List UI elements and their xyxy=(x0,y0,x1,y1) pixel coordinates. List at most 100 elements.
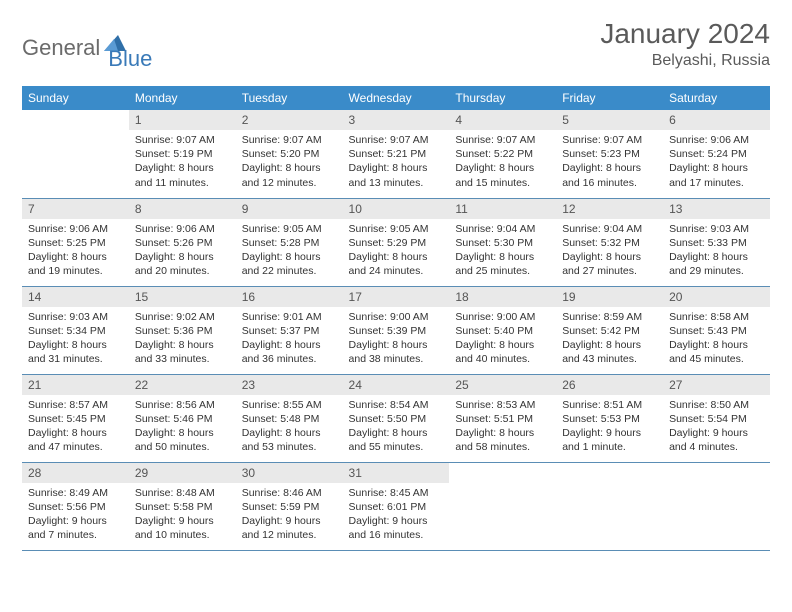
calendar-cell: 2Sunrise: 9:07 AMSunset: 5:20 PMDaylight… xyxy=(236,110,343,198)
day-number: 10 xyxy=(343,199,450,219)
day-info: Sunrise: 9:05 AMSunset: 5:29 PMDaylight:… xyxy=(343,219,450,285)
day-info: Sunrise: 8:51 AMSunset: 5:53 PMDaylight:… xyxy=(556,395,663,461)
day-info: Sunrise: 9:07 AMSunset: 5:21 PMDaylight:… xyxy=(343,130,450,196)
day-number: 5 xyxy=(556,110,663,130)
day-info: Sunrise: 8:55 AMSunset: 5:48 PMDaylight:… xyxy=(236,395,343,461)
day-info: Sunrise: 9:06 AMSunset: 5:24 PMDaylight:… xyxy=(663,130,770,196)
weekday-header: Wednesday xyxy=(343,86,450,110)
day-info: Sunrise: 8:53 AMSunset: 5:51 PMDaylight:… xyxy=(449,395,556,461)
calendar-cell: 13Sunrise: 9:03 AMSunset: 5:33 PMDayligh… xyxy=(663,198,770,286)
day-number: 31 xyxy=(343,463,450,483)
day-info: Sunrise: 9:07 AMSunset: 5:23 PMDaylight:… xyxy=(556,130,663,196)
location: Belyashi, Russia xyxy=(600,52,770,70)
day-info: Sunrise: 9:03 AMSunset: 5:34 PMDaylight:… xyxy=(22,307,129,373)
weekday-header: Saturday xyxy=(663,86,770,110)
day-number: 13 xyxy=(663,199,770,219)
day-number: 29 xyxy=(129,463,236,483)
calendar-cell: 27Sunrise: 8:50 AMSunset: 5:54 PMDayligh… xyxy=(663,374,770,462)
weekday-header: Friday xyxy=(556,86,663,110)
calendar-cell: 15Sunrise: 9:02 AMSunset: 5:36 PMDayligh… xyxy=(129,286,236,374)
calendar-week-row: 28Sunrise: 8:49 AMSunset: 5:56 PMDayligh… xyxy=(22,462,770,550)
calendar-cell: 22Sunrise: 8:56 AMSunset: 5:46 PMDayligh… xyxy=(129,374,236,462)
calendar-cell: 25Sunrise: 8:53 AMSunset: 5:51 PMDayligh… xyxy=(449,374,556,462)
calendar-table: SundayMondayTuesdayWednesdayThursdayFrid… xyxy=(22,86,770,551)
calendar-cell: 7Sunrise: 9:06 AMSunset: 5:25 PMDaylight… xyxy=(22,198,129,286)
day-number: 9 xyxy=(236,199,343,219)
day-info: Sunrise: 9:01 AMSunset: 5:37 PMDaylight:… xyxy=(236,307,343,373)
day-info: Sunrise: 8:58 AMSunset: 5:43 PMDaylight:… xyxy=(663,307,770,373)
calendar-week-row: 7Sunrise: 9:06 AMSunset: 5:25 PMDaylight… xyxy=(22,198,770,286)
day-info: Sunrise: 8:46 AMSunset: 5:59 PMDaylight:… xyxy=(236,483,343,549)
calendar-cell: 21Sunrise: 8:57 AMSunset: 5:45 PMDayligh… xyxy=(22,374,129,462)
day-info: Sunrise: 9:05 AMSunset: 5:28 PMDaylight:… xyxy=(236,219,343,285)
calendar-header-row: SundayMondayTuesdayWednesdayThursdayFrid… xyxy=(22,86,770,110)
weekday-header: Tuesday xyxy=(236,86,343,110)
calendar-cell: 29Sunrise: 8:48 AMSunset: 5:58 PMDayligh… xyxy=(129,462,236,550)
calendar-cell: 16Sunrise: 9:01 AMSunset: 5:37 PMDayligh… xyxy=(236,286,343,374)
calendar-cell: 28Sunrise: 8:49 AMSunset: 5:56 PMDayligh… xyxy=(22,462,129,550)
month-title: January 2024 xyxy=(600,18,770,50)
calendar-cell: 8Sunrise: 9:06 AMSunset: 5:26 PMDaylight… xyxy=(129,198,236,286)
day-info: Sunrise: 9:04 AMSunset: 5:32 PMDaylight:… xyxy=(556,219,663,285)
calendar-cell: 19Sunrise: 8:59 AMSunset: 5:42 PMDayligh… xyxy=(556,286,663,374)
calendar-body: 1Sunrise: 9:07 AMSunset: 5:19 PMDaylight… xyxy=(22,110,770,550)
brand-logo: General Blue xyxy=(22,18,152,72)
title-block: January 2024 Belyashi, Russia xyxy=(600,18,770,70)
calendar-cell: 12Sunrise: 9:04 AMSunset: 5:32 PMDayligh… xyxy=(556,198,663,286)
day-number: 1 xyxy=(129,110,236,130)
calendar-cell xyxy=(449,462,556,550)
calendar-cell: 18Sunrise: 9:00 AMSunset: 5:40 PMDayligh… xyxy=(449,286,556,374)
day-number: 23 xyxy=(236,375,343,395)
day-number: 21 xyxy=(22,375,129,395)
day-number: 2 xyxy=(236,110,343,130)
calendar-cell xyxy=(556,462,663,550)
weekday-header: Monday xyxy=(129,86,236,110)
weekday-header: Sunday xyxy=(22,86,129,110)
day-number: 19 xyxy=(556,287,663,307)
day-info: Sunrise: 8:54 AMSunset: 5:50 PMDaylight:… xyxy=(343,395,450,461)
day-info: Sunrise: 8:50 AMSunset: 5:54 PMDaylight:… xyxy=(663,395,770,461)
calendar-cell: 4Sunrise: 9:07 AMSunset: 5:22 PMDaylight… xyxy=(449,110,556,198)
day-info: Sunrise: 8:59 AMSunset: 5:42 PMDaylight:… xyxy=(556,307,663,373)
day-number: 12 xyxy=(556,199,663,219)
day-number: 26 xyxy=(556,375,663,395)
calendar-cell: 14Sunrise: 9:03 AMSunset: 5:34 PMDayligh… xyxy=(22,286,129,374)
day-number: 17 xyxy=(343,287,450,307)
day-number: 25 xyxy=(449,375,556,395)
day-number: 27 xyxy=(663,375,770,395)
day-info: Sunrise: 9:02 AMSunset: 5:36 PMDaylight:… xyxy=(129,307,236,373)
day-number: 14 xyxy=(22,287,129,307)
day-number: 18 xyxy=(449,287,556,307)
calendar-cell: 10Sunrise: 9:05 AMSunset: 5:29 PMDayligh… xyxy=(343,198,450,286)
calendar-week-row: 21Sunrise: 8:57 AMSunset: 5:45 PMDayligh… xyxy=(22,374,770,462)
calendar-cell: 5Sunrise: 9:07 AMSunset: 5:23 PMDaylight… xyxy=(556,110,663,198)
calendar-cell: 3Sunrise: 9:07 AMSunset: 5:21 PMDaylight… xyxy=(343,110,450,198)
calendar-cell: 9Sunrise: 9:05 AMSunset: 5:28 PMDaylight… xyxy=(236,198,343,286)
calendar-cell: 24Sunrise: 8:54 AMSunset: 5:50 PMDayligh… xyxy=(343,374,450,462)
day-info: Sunrise: 9:07 AMSunset: 5:22 PMDaylight:… xyxy=(449,130,556,196)
day-info: Sunrise: 8:45 AMSunset: 6:01 PMDaylight:… xyxy=(343,483,450,549)
calendar-cell xyxy=(663,462,770,550)
day-number: 6 xyxy=(663,110,770,130)
day-info: Sunrise: 9:03 AMSunset: 5:33 PMDaylight:… xyxy=(663,219,770,285)
calendar-cell: 17Sunrise: 9:00 AMSunset: 5:39 PMDayligh… xyxy=(343,286,450,374)
day-info: Sunrise: 8:57 AMSunset: 5:45 PMDaylight:… xyxy=(22,395,129,461)
weekday-header: Thursday xyxy=(449,86,556,110)
day-number: 22 xyxy=(129,375,236,395)
day-info: Sunrise: 9:04 AMSunset: 5:30 PMDaylight:… xyxy=(449,219,556,285)
brand-part1: General xyxy=(22,35,100,61)
day-info: Sunrise: 9:07 AMSunset: 5:19 PMDaylight:… xyxy=(129,130,236,196)
day-number: 8 xyxy=(129,199,236,219)
day-number: 16 xyxy=(236,287,343,307)
day-info: Sunrise: 9:07 AMSunset: 5:20 PMDaylight:… xyxy=(236,130,343,196)
day-number: 30 xyxy=(236,463,343,483)
calendar-cell: 31Sunrise: 8:45 AMSunset: 6:01 PMDayligh… xyxy=(343,462,450,550)
calendar-cell: 26Sunrise: 8:51 AMSunset: 5:53 PMDayligh… xyxy=(556,374,663,462)
brand-part2: Blue xyxy=(108,46,152,72)
day-info: Sunrise: 8:48 AMSunset: 5:58 PMDaylight:… xyxy=(129,483,236,549)
day-number: 4 xyxy=(449,110,556,130)
day-info: Sunrise: 8:56 AMSunset: 5:46 PMDaylight:… xyxy=(129,395,236,461)
calendar-cell xyxy=(22,110,129,198)
calendar-cell: 23Sunrise: 8:55 AMSunset: 5:48 PMDayligh… xyxy=(236,374,343,462)
day-info: Sunrise: 9:06 AMSunset: 5:25 PMDaylight:… xyxy=(22,219,129,285)
